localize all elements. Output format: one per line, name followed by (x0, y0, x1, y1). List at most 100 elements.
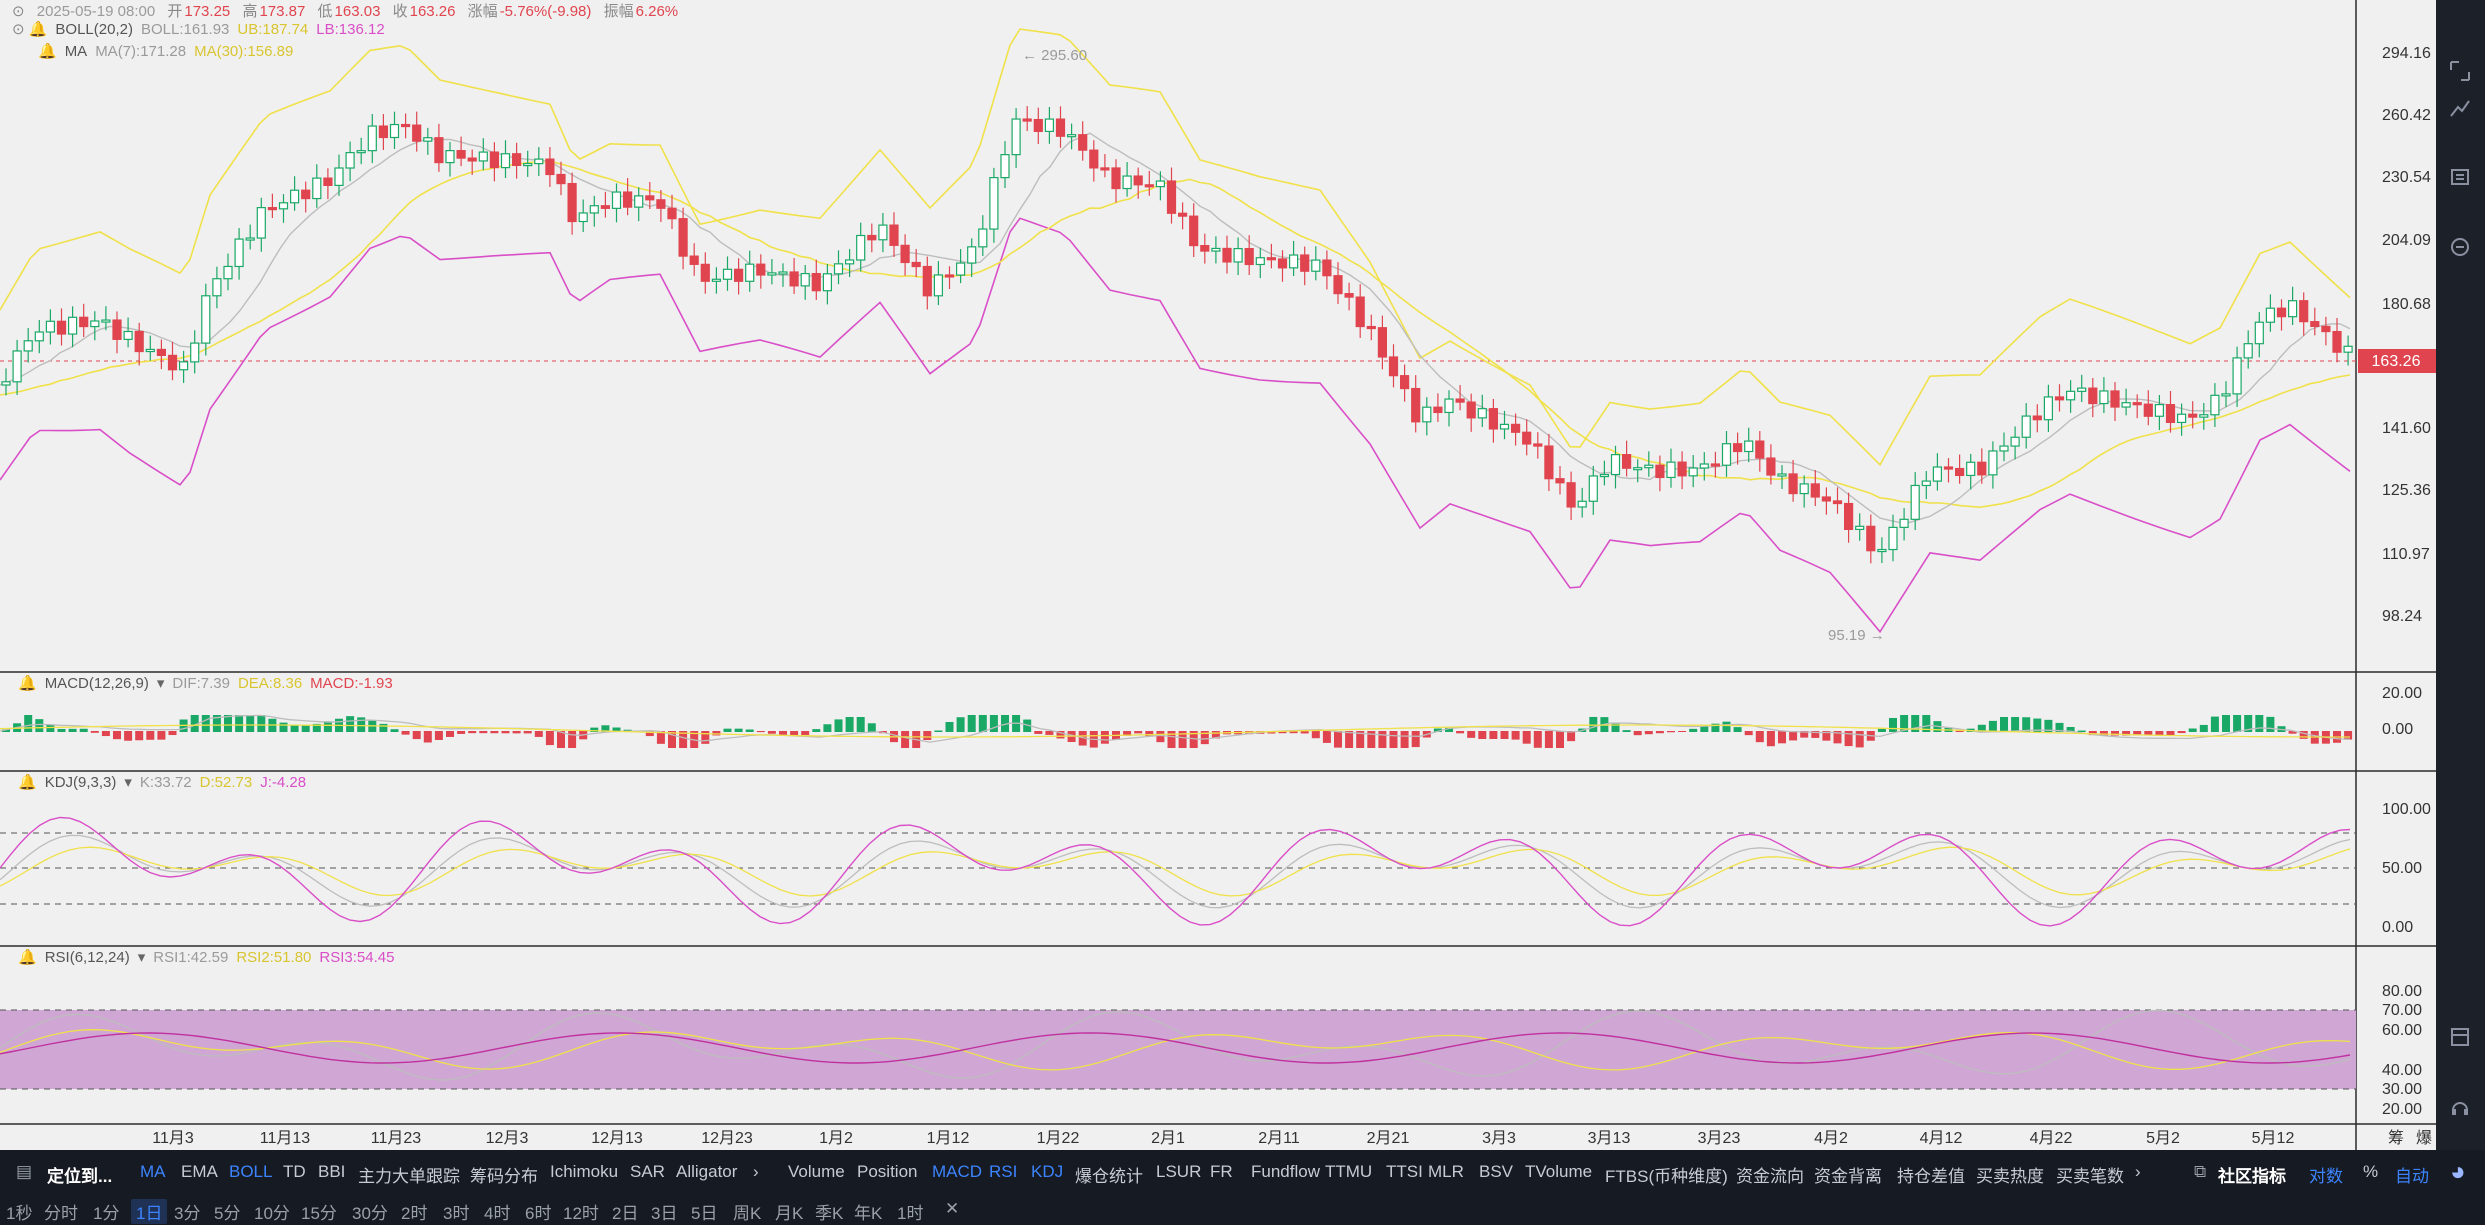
interval-20[interactable]: 年K (854, 1204, 883, 1223)
macd-bar (1467, 731, 1476, 738)
sub-indicator-5[interactable]: 爆仓统计 (1075, 1167, 1143, 1186)
interval-6[interactable]: 10分 (254, 1204, 290, 1223)
sub-indicator-10[interactable]: TTSI (1386, 1162, 1423, 1181)
macd-bar (1711, 723, 1720, 732)
sub-indicator-6[interactable]: LSUR (1156, 1162, 1202, 1181)
indicator-8[interactable]: SAR (630, 1162, 665, 1181)
sub-indicator-19[interactable]: 买卖笔数 (2056, 1167, 2124, 1186)
interval-8[interactable]: 30分 (352, 1204, 388, 1223)
interval-16[interactable]: 5日 (691, 1204, 718, 1223)
interval-2[interactable]: 1分 (93, 1204, 120, 1223)
macd-bar (1300, 731, 1309, 734)
interval-3[interactable]: 1日 (131, 1199, 168, 1224)
macd-bar (1334, 731, 1342, 748)
interval-11[interactable]: 4时 (484, 1204, 511, 1223)
interval-0[interactable]: 1秒 (6, 1204, 33, 1223)
indicator-3[interactable]: TD (283, 1162, 306, 1181)
community-indicators-button[interactable]: 社区指标 (2218, 1167, 2286, 1186)
interval-1[interactable]: 分时 (44, 1204, 78, 1223)
sub-indicator-16[interactable]: 资金背离 (1814, 1167, 1882, 1186)
indicator-1[interactable]: EMA (181, 1162, 218, 1181)
interval-15[interactable]: 3日 (651, 1204, 678, 1223)
chevron-right-icon[interactable]: › (2135, 1162, 2141, 1181)
indicator-7[interactable]: Ichimoku (550, 1162, 619, 1181)
macd-bar (1778, 731, 1786, 744)
sub-indicator-1[interactable]: Position (857, 1162, 918, 1181)
macd-bar (1877, 728, 1886, 732)
candle-body (1055, 118, 1066, 137)
indicator-5[interactable]: 主力大单跟踪 (358, 1167, 460, 1186)
candle-body (1977, 461, 1987, 476)
macd-bar (823, 724, 832, 732)
interval-17[interactable]: 周K (733, 1204, 762, 1223)
indicator-2[interactable]: BOLL (229, 1162, 273, 1181)
interval-5[interactable]: 5分 (214, 1204, 241, 1223)
sub-indicator-14[interactable]: FTBS(币种维度) (1605, 1167, 1728, 1186)
indicator-4[interactable]: BBI (318, 1162, 346, 1181)
macd-bar (1167, 731, 1176, 748)
sub-indicator-2[interactable]: MACD (932, 1162, 983, 1181)
edit-icon[interactable]: ⧉ (2194, 1162, 2207, 1181)
sub-indicator-11[interactable]: MLR (1428, 1162, 1464, 1181)
candle-body (1821, 496, 1832, 502)
candle-body (67, 316, 78, 335)
macd-bar (1678, 731, 1687, 732)
interval-13[interactable]: 12时 (563, 1204, 599, 1223)
indicator-6[interactable]: 筹码分布 (470, 1167, 538, 1186)
interval-12[interactable]: 6时 (525, 1204, 552, 1223)
macd-bar (146, 731, 155, 740)
kdj-legend[interactable]: 🔔 KDJ(9,3,3) ▾ K:33.72 D:52.73 J:-4.28 (18, 774, 307, 791)
interval-19[interactable]: 季K (815, 1204, 844, 1223)
sub-indicator-0[interactable]: Volume (788, 1162, 845, 1181)
sub-indicator-18[interactable]: 买卖热度 (1976, 1167, 2044, 1186)
candle-body (778, 271, 788, 275)
sub-indicator-17[interactable]: 持仓差值 (1897, 1167, 1965, 1186)
headset-icon[interactable] (2449, 1096, 2471, 1118)
candle-body (123, 330, 133, 340)
auto-scale-toggle[interactable]: 自动 (2395, 1167, 2429, 1186)
rsi1-line (0, 1009, 2351, 1081)
macd-bar (434, 731, 443, 740)
macd-legend[interactable]: 🔔 MACD(12,26,9) ▾ DIF:7.39 DEA:8.36 MACD:-1.9… (18, 675, 393, 692)
interval-4[interactable]: 3分 (174, 1204, 201, 1223)
interval-18[interactable]: 月K (775, 1204, 804, 1223)
candle-body (1244, 247, 1254, 266)
percent-toggle[interactable]: % (2363, 1162, 2379, 1181)
ma-legend[interactable]: 🔔 MA MA(7):171.28 MA(30):156.89 (38, 43, 294, 60)
trend-line-icon[interactable] (2449, 96, 2471, 118)
interval-21[interactable]: 1时 (897, 1204, 924, 1223)
locate-button[interactable]: 定位到... (47, 1167, 113, 1186)
candle-body (1588, 475, 1598, 502)
rsi-legend[interactable]: 🔔 RSI(6,12,24) ▾ RSI1:42.59 RSI2:51.80 RSI3:5… (18, 949, 395, 966)
crosshair-icon[interactable] (2449, 60, 2471, 82)
layers-icon[interactable] (2449, 166, 2471, 188)
calendar-icon[interactable]: ▤ (16, 1162, 33, 1181)
chevron-right-icon[interactable]: › (753, 1162, 759, 1181)
sub-indicator-3[interactable]: RSI (989, 1162, 1018, 1181)
candle-body (112, 319, 122, 340)
sub-indicator-8[interactable]: Fundflow (1251, 1162, 1320, 1181)
macd-bar (801, 731, 810, 735)
boll-legend[interactable]: ⊙ 🔔 BOLL(20,2) BOLL:161.93 UB:187.74 LB:136.… (12, 21, 385, 38)
sub-indicator-7[interactable]: FR (1210, 1162, 1233, 1181)
refresh-icon[interactable] (2449, 236, 2471, 258)
sub-indicator-12[interactable]: BSV (1479, 1162, 1514, 1181)
interval-7[interactable]: 15分 (301, 1204, 337, 1223)
sub-indicator-13[interactable]: TVolume (1525, 1162, 1593, 1181)
kdj-axis-label: 0.00 (2382, 919, 2413, 936)
indicator-9[interactable]: Alligator (676, 1162, 738, 1181)
log-scale-toggle[interactable]: 对数 (2309, 1167, 2343, 1186)
sub-indicator-15[interactable]: 资金流向 (1736, 1167, 1804, 1186)
interval-9[interactable]: 2时 (401, 1204, 428, 1223)
interval-14[interactable]: 2日 (612, 1204, 639, 1223)
panel-icon[interactable] (2449, 1026, 2471, 1048)
candle-body (1311, 259, 1321, 272)
time-axis-label: 12月23 (701, 1130, 753, 1147)
interval-10[interactable]: 3时 (443, 1204, 470, 1223)
assistant-avatar-icon[interactable]: ◕ (2450, 1156, 2466, 1186)
sub-indicator-9[interactable]: TTMU (1325, 1162, 1373, 1181)
sub-indicator-4[interactable]: KDJ (1031, 1162, 1064, 1181)
close-icon[interactable]: ✕ (945, 1199, 960, 1218)
indicator-0[interactable]: MA (140, 1162, 166, 1181)
